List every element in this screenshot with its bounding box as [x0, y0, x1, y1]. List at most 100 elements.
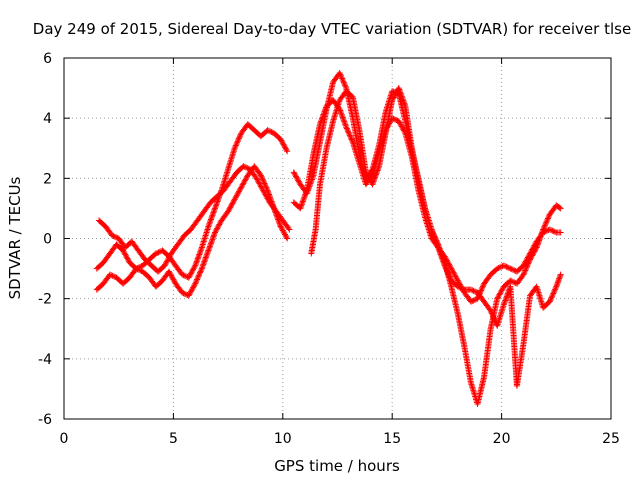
- data-point: [365, 173, 372, 180]
- data-point: [155, 249, 162, 256]
- data-point: [442, 265, 449, 272]
- data-point: [551, 228, 558, 235]
- data-point: [471, 296, 478, 303]
- data-point: [260, 177, 267, 184]
- data-point: [342, 82, 349, 89]
- data-point: [163, 259, 170, 266]
- data-point: [364, 171, 371, 178]
- data-point: [207, 240, 214, 247]
- data-point: [401, 101, 408, 108]
- data-point: [121, 250, 128, 257]
- data-point: [190, 265, 197, 272]
- data-point: [430, 232, 437, 239]
- data-point: [162, 261, 169, 268]
- data-point: [395, 118, 402, 125]
- data-point: [501, 300, 508, 307]
- data-point: [494, 294, 501, 301]
- data-point: [207, 217, 214, 224]
- data-point: [345, 128, 352, 135]
- data-point: [435, 245, 442, 252]
- data-point: [262, 183, 269, 190]
- data-point: [345, 129, 352, 136]
- data-point: [488, 309, 495, 316]
- data-point: [398, 93, 405, 100]
- data-point: [210, 209, 217, 216]
- data-point: [211, 206, 218, 213]
- data-point: [283, 146, 290, 153]
- data-point: [279, 226, 286, 233]
- data-point: [276, 220, 283, 227]
- data-point: [557, 229, 564, 236]
- x-axis-title: GPS time / hours: [274, 457, 400, 475]
- data-point: [365, 174, 372, 181]
- data-point: [522, 258, 529, 265]
- data-point: [528, 247, 535, 254]
- data-point: [106, 271, 113, 278]
- data-point: [520, 262, 527, 269]
- data-point: [495, 292, 502, 299]
- data-point: [240, 163, 247, 170]
- data-point: [341, 80, 348, 87]
- data-point: [338, 74, 345, 81]
- data-point: [205, 247, 212, 254]
- data-point: [343, 124, 350, 131]
- data-point: [292, 171, 299, 178]
- data-point: [211, 229, 218, 236]
- data-series: [93, 70, 564, 407]
- data-point: [369, 181, 376, 188]
- data-point: [268, 129, 275, 136]
- data-point: [455, 278, 462, 285]
- data-point: [255, 179, 262, 186]
- data-point: [339, 113, 346, 120]
- data-point: [279, 138, 286, 145]
- data-point: [454, 283, 461, 290]
- data-point: [453, 274, 460, 281]
- data-point: [238, 184, 245, 191]
- data-point: [237, 132, 244, 139]
- data-point: [204, 248, 211, 255]
- y-tick-label: -6: [38, 412, 52, 428]
- data-point: [508, 266, 515, 273]
- data-point: [298, 202, 305, 209]
- data-point: [398, 92, 405, 99]
- data-point: [435, 244, 442, 251]
- data-point: [319, 115, 326, 122]
- data-point: [320, 112, 327, 119]
- data-point: [544, 215, 551, 222]
- data-point: [436, 248, 443, 255]
- data-point: [372, 174, 379, 181]
- data-point: [433, 240, 440, 247]
- data-point: [280, 141, 287, 148]
- data-point: [541, 228, 548, 235]
- data-point: [109, 232, 116, 239]
- data-point: [521, 259, 528, 266]
- data-point: [208, 239, 215, 246]
- x-tick-label: 15: [383, 431, 401, 447]
- data-point: [197, 248, 204, 255]
- data-point: [397, 120, 404, 127]
- data-point: [340, 115, 347, 122]
- data-point: [188, 287, 195, 294]
- data-point: [258, 173, 265, 180]
- data-point: [530, 243, 537, 250]
- data-point: [551, 287, 558, 294]
- data-point: [271, 205, 278, 212]
- data-point: [264, 187, 271, 194]
- data-point: [550, 228, 557, 235]
- data-point: [526, 251, 533, 258]
- data-point: [549, 291, 556, 298]
- data-point: [270, 204, 277, 211]
- data-point: [446, 273, 453, 280]
- y-tick-label: 2: [43, 171, 52, 187]
- data-point: [445, 270, 452, 277]
- data-point: [318, 117, 325, 124]
- data-point: [208, 215, 215, 222]
- data-point: [206, 243, 213, 250]
- data-point: [549, 293, 556, 300]
- data-point: [122, 252, 129, 259]
- data-point: [316, 121, 323, 128]
- data-point: [166, 253, 173, 260]
- data-point: [432, 236, 439, 243]
- data-point: [228, 203, 235, 210]
